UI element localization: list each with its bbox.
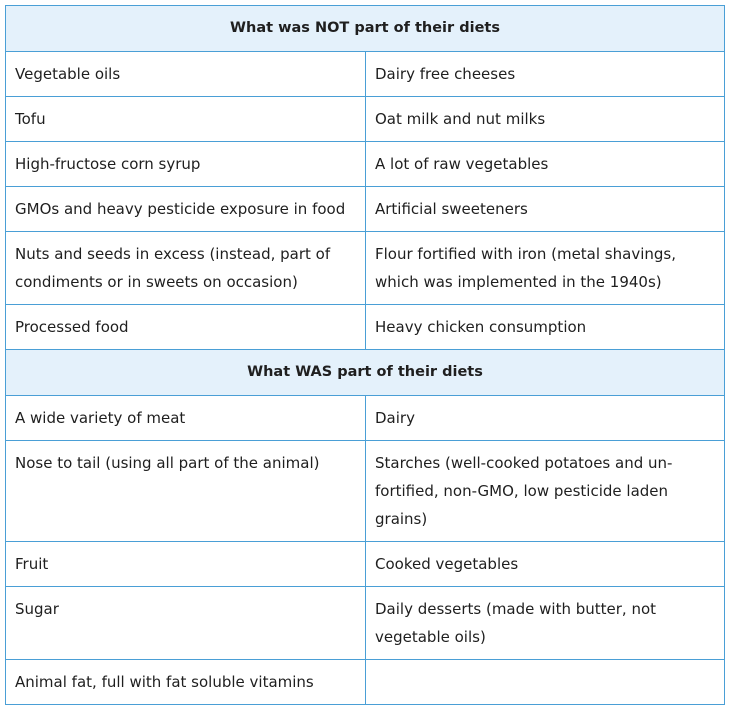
section-heading-not-part: What was NOT part of their diets (5, 5, 725, 52)
table-cell: Dairy (365, 395, 725, 441)
table-row: Fruit Cooked vegetables (5, 541, 725, 587)
diet-comparison-table: What was NOT part of their diets Vegetab… (5, 5, 725, 705)
table-row: Sugar Daily desserts (made with butter, … (5, 586, 725, 660)
table-cell: GMOs and heavy pesticide exposure in foo… (5, 186, 366, 232)
table-cell: Starches (well-cooked potatoes and un-fo… (365, 440, 725, 542)
table-row: Vegetable oils Dairy free cheeses (5, 51, 725, 97)
table-cell: Vegetable oils (5, 51, 366, 97)
section-header-row: What WAS part of their diets (5, 349, 725, 396)
table-cell: Artificial sweeteners (365, 186, 725, 232)
table-cell: Dairy free cheeses (365, 51, 725, 97)
empty-cell (365, 659, 725, 705)
table-row: GMOs and heavy pesticide exposure in foo… (5, 186, 725, 232)
table-cell: Oat milk and nut milks (365, 96, 725, 142)
table-cell: Sugar (5, 586, 366, 660)
table-cell: Nuts and seeds in excess (instead, part … (5, 231, 366, 305)
table-row: Nuts and seeds in excess (instead, part … (5, 231, 725, 305)
table-row: High-fructose corn syrup A lot of raw ve… (5, 141, 725, 187)
table-cell: Heavy chicken consumption (365, 304, 725, 350)
table-cell: Daily desserts (made with butter, not ve… (365, 586, 725, 660)
table-cell: Nose to tail (using all part of the anim… (5, 440, 366, 542)
table-cell: A wide variety of meat (5, 395, 366, 441)
table-cell: Cooked vegetables (365, 541, 725, 587)
table-row: Processed food Heavy chicken consumption (5, 304, 725, 350)
table-cell: Flour fortified with iron (metal shaving… (365, 231, 725, 305)
section-heading-was-part: What WAS part of their diets (5, 349, 725, 396)
table-cell: Tofu (5, 96, 366, 142)
table-cell: High-fructose corn syrup (5, 141, 366, 187)
table-cell: Animal fat, full with fat soluble vitami… (5, 659, 366, 705)
table-cell: Fruit (5, 541, 366, 587)
table-cell: Processed food (5, 304, 366, 350)
table-row: Animal fat, full with fat soluble vitami… (5, 659, 725, 705)
table-cell: A lot of raw vegetables (365, 141, 725, 187)
section-header-row: What was NOT part of their diets (5, 5, 725, 52)
table-row: A wide variety of meat Dairy (5, 395, 725, 441)
table-row: Nose to tail (using all part of the anim… (5, 440, 725, 542)
table-row: Tofu Oat milk and nut milks (5, 96, 725, 142)
